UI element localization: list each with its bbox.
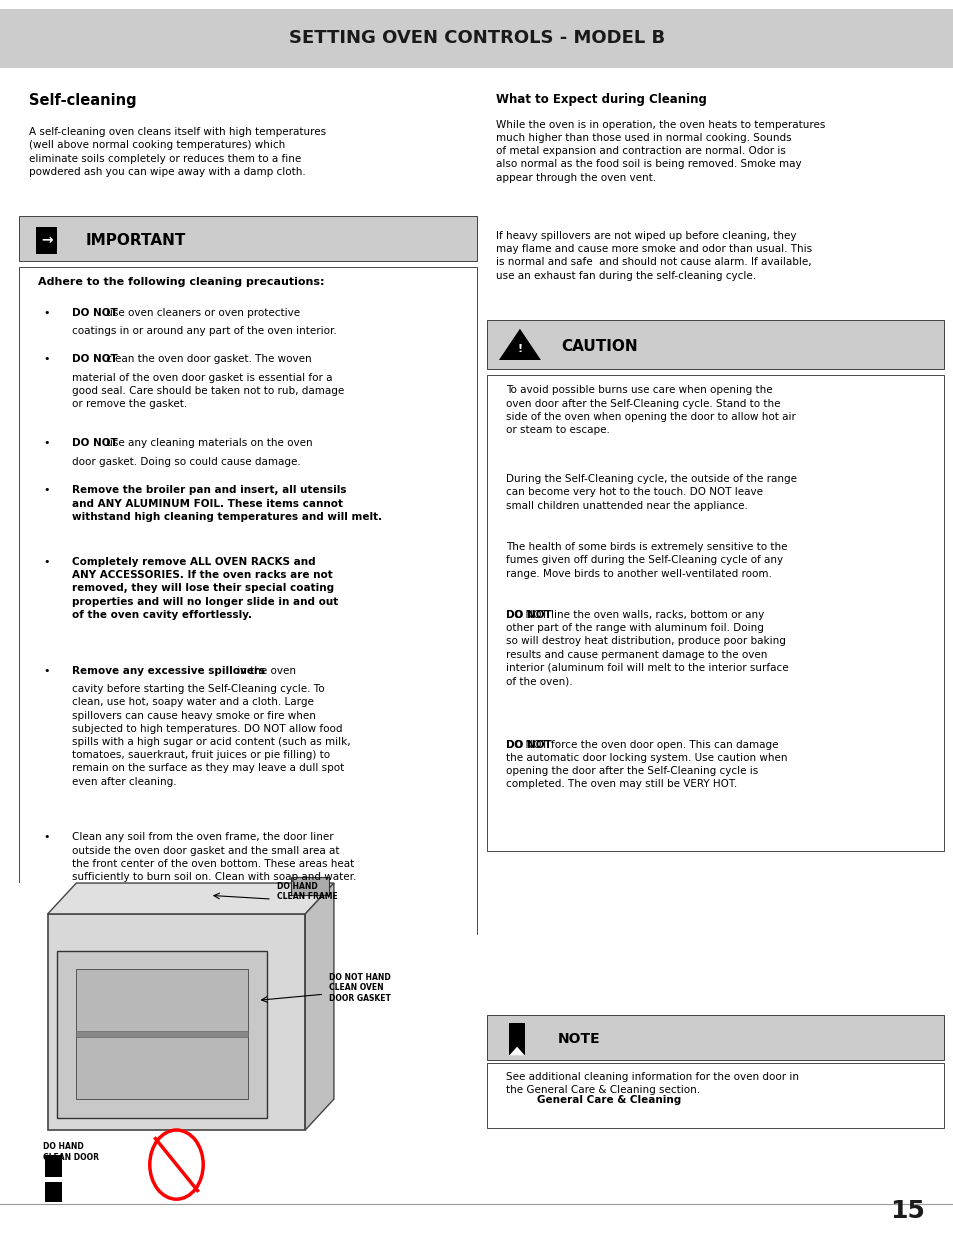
Text: IMPORTANT: IMPORTANT	[86, 232, 186, 248]
Text: DO NOT: DO NOT	[71, 308, 117, 317]
Text: use any cleaning materials on the oven: use any cleaning materials on the oven	[103, 438, 313, 448]
FancyBboxPatch shape	[486, 1015, 943, 1060]
Text: See additional cleaning information for the oven door in
the General Care & Clea: See additional cleaning information for …	[505, 1072, 798, 1095]
Polygon shape	[164, 1149, 186, 1183]
Text: Remove the broiler pan and insert, all utensils
and ANY ALUMINUM FOIL. These ite: Remove the broiler pan and insert, all u…	[71, 485, 381, 521]
Text: •: •	[43, 557, 50, 567]
Polygon shape	[48, 914, 305, 1130]
Text: A self-cleaning oven cleans itself with high temperatures
(well above normal coo: A self-cleaning oven cleans itself with …	[29, 127, 325, 177]
Text: Adhere to the following cleaning precautions:: Adhere to the following cleaning precaut…	[38, 277, 324, 287]
FancyBboxPatch shape	[19, 216, 476, 261]
FancyBboxPatch shape	[45, 1155, 62, 1177]
Polygon shape	[498, 329, 540, 359]
FancyBboxPatch shape	[486, 320, 943, 369]
Text: •: •	[43, 354, 50, 364]
FancyBboxPatch shape	[0, 9, 953, 68]
Polygon shape	[76, 1031, 248, 1037]
Text: cavity before starting the Self-Cleaning cycle. To
clean, use hot, soapy water a: cavity before starting the Self-Cleaning…	[71, 684, 350, 787]
Text: •: •	[43, 832, 50, 842]
FancyBboxPatch shape	[509, 1023, 524, 1055]
Text: !: !	[517, 343, 522, 354]
Text: During the Self-Cleaning cycle, the outside of the range
can become very hot to : During the Self-Cleaning cycle, the outs…	[505, 474, 796, 510]
Text: 15: 15	[889, 1199, 924, 1223]
Text: DO NOT line the oven walls, racks, bottom or any
other part of the range with al: DO NOT line the oven walls, racks, botto…	[505, 610, 787, 687]
Polygon shape	[509, 1047, 524, 1055]
Text: DO NOT: DO NOT	[505, 610, 551, 620]
Text: coatings in or around any part of the oven interior.: coatings in or around any part of the ov…	[71, 326, 336, 336]
Text: material of the oven door gasket is essential for a
good seal. Care should be ta: material of the oven door gasket is esse…	[71, 373, 343, 409]
Text: •: •	[43, 666, 50, 676]
Text: DO NOT HAND
CLEAN OVEN
DOOR GASKET: DO NOT HAND CLEAN OVEN DOOR GASKET	[329, 973, 391, 1003]
FancyBboxPatch shape	[291, 877, 329, 895]
Text: DO NOT force the oven door open. This can damage
the automatic door locking syst: DO NOT force the oven door open. This ca…	[505, 740, 786, 789]
Text: While the oven is in operation, the oven heats to temperatures
much higher than : While the oven is in operation, the oven…	[496, 120, 824, 183]
Text: in the oven: in the oven	[233, 666, 295, 676]
Text: Clean any soil from the oven frame, the door liner
outside the oven door gasket : Clean any soil from the oven frame, the …	[71, 832, 355, 882]
Text: DO NOT: DO NOT	[71, 354, 117, 364]
FancyBboxPatch shape	[19, 883, 476, 1204]
Text: •: •	[43, 308, 50, 317]
Text: •: •	[43, 485, 50, 495]
FancyBboxPatch shape	[486, 375, 943, 851]
FancyBboxPatch shape	[486, 1063, 943, 1128]
Text: Remove any excessive spillovers: Remove any excessive spillovers	[71, 666, 264, 676]
Polygon shape	[57, 951, 267, 1118]
Polygon shape	[48, 883, 334, 914]
Text: SETTING OVEN CONTROLS - MODEL B: SETTING OVEN CONTROLS - MODEL B	[289, 30, 664, 47]
Text: DO HAND
CLEAN FRAME: DO HAND CLEAN FRAME	[276, 882, 337, 902]
Text: DO HAND
CLEAN DOOR: DO HAND CLEAN DOOR	[43, 1142, 99, 1162]
Polygon shape	[76, 969, 248, 1099]
Text: NOTE: NOTE	[558, 1032, 600, 1046]
Circle shape	[150, 1130, 203, 1199]
Text: What to Expect during Cleaning: What to Expect during Cleaning	[496, 93, 706, 106]
FancyBboxPatch shape	[45, 1182, 62, 1202]
Text: Completely remove ALL OVEN RACKS and
ANY ACCESSORIES. If the oven racks are not
: Completely remove ALL OVEN RACKS and ANY…	[71, 557, 337, 620]
Polygon shape	[305, 883, 334, 1130]
Text: use oven cleaners or oven protective: use oven cleaners or oven protective	[103, 308, 300, 317]
FancyBboxPatch shape	[19, 267, 476, 934]
Text: To avoid possible burns use care when opening the
oven door after the Self-Clean: To avoid possible burns use care when op…	[505, 385, 795, 435]
FancyBboxPatch shape	[36, 226, 57, 253]
Text: Self-cleaning: Self-cleaning	[29, 93, 136, 107]
Text: →: →	[41, 233, 52, 247]
Text: The health of some birds is extremely sensitive to the
fumes given off during th: The health of some birds is extremely se…	[505, 542, 786, 578]
Text: clean the oven door gasket. The woven: clean the oven door gasket. The woven	[103, 354, 312, 364]
Text: door gasket. Doing so could cause damage.: door gasket. Doing so could cause damage…	[71, 457, 300, 467]
Text: DO NOT: DO NOT	[71, 438, 117, 448]
Text: General Care & Cleaning: General Care & Cleaning	[537, 1095, 680, 1105]
Text: If heavy spillovers are not wiped up before cleaning, they
may flame and cause m: If heavy spillovers are not wiped up bef…	[496, 231, 811, 280]
Text: •: •	[43, 438, 50, 448]
Text: CAUTION: CAUTION	[560, 338, 637, 354]
Text: DO NOT: DO NOT	[505, 740, 551, 750]
